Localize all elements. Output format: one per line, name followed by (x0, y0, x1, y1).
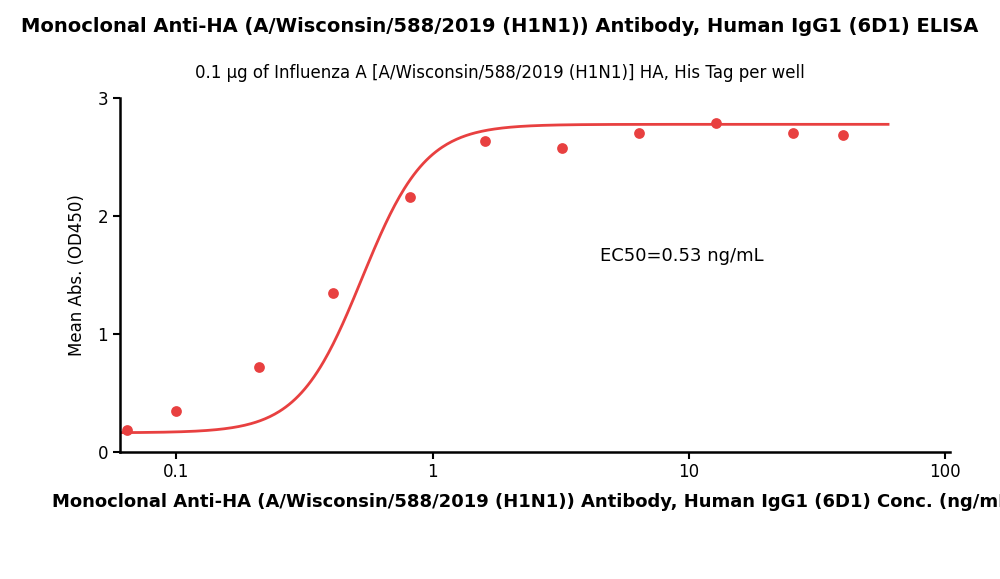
Y-axis label: Mean Abs. (OD450): Mean Abs. (OD450) (68, 194, 86, 356)
Point (119, 425, 135, 434)
Point (477, 136, 493, 145)
Point (554, 143, 570, 152)
Point (785, 128, 801, 137)
Point (168, 406, 184, 416)
Text: EC50=0.53 ng/mL: EC50=0.53 ng/mL (600, 247, 763, 265)
Text: Monoclonal Anti-HA (A/Wisconsin/588/2019 (H1N1)) Antibody, Human IgG1 (6D1) ELIS: Monoclonal Anti-HA (A/Wisconsin/588/2019… (21, 17, 979, 36)
Point (708, 119, 724, 128)
Point (402, 193, 418, 202)
Point (835, 130, 851, 140)
Text: 0.1 μg of Influenza A [A/Wisconsin/588/2019 (H1N1)] HA, His Tag per well: 0.1 μg of Influenza A [A/Wisconsin/588/2… (195, 64, 805, 82)
Point (325, 288, 341, 298)
Point (251, 362, 267, 372)
X-axis label: Monoclonal Anti-HA (A/Wisconsin/588/2019 (H1N1)) Antibody, Human IgG1 (6D1) Conc: Monoclonal Anti-HA (A/Wisconsin/588/2019… (52, 493, 1000, 511)
Point (631, 128, 647, 137)
